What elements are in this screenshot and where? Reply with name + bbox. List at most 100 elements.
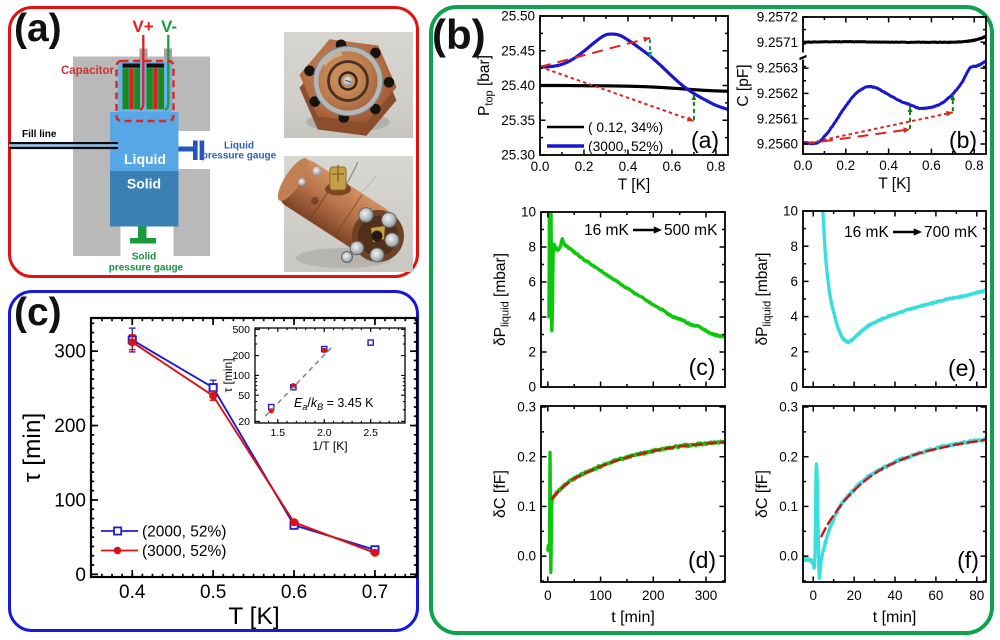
liquid-gauge-label: pressure gauge [202, 151, 277, 162]
series-curve [821, 211, 986, 345]
x-tick-label: 20 [847, 588, 862, 603]
y-tick-label: 0 [528, 380, 536, 395]
capacitor-outline [115, 59, 175, 123]
x-tick-label: 40 [887, 588, 902, 603]
y-tick-label: 8 [790, 239, 798, 254]
y-tick-label: 10 [521, 205, 536, 220]
y-axis-label: δPliquid [mbar] [492, 253, 511, 346]
subplot-letter: (c) [689, 354, 716, 380]
series-curve [803, 60, 986, 146]
legend-label: (3000, 52%) [142, 543, 226, 560]
solid-box [110, 171, 179, 227]
seam [334, 194, 363, 237]
y-tick-label: 25.45 [501, 43, 535, 58]
x-tick-label: 60 [928, 588, 943, 603]
solid-label: Solid [127, 176, 161, 192]
x-tick-label: 0.6 [663, 159, 682, 174]
y-tick-label: 20 [238, 416, 250, 428]
capacitor-plate-green [134, 68, 140, 110]
legend-label: (3000, 52%) [588, 139, 663, 154]
y-tick-label: 0 [75, 565, 86, 586]
x-tick-label: 0 [544, 588, 552, 603]
guide-dashed [539, 36, 651, 68]
liquid-gauge-label: Liquid [224, 141, 254, 152]
annotation-pre: 16 mK [844, 224, 889, 241]
y-tick-label: 0.0 [517, 549, 536, 564]
y-axis-label: C [pF] [735, 64, 752, 106]
panel-a-label: (a) [14, 7, 62, 50]
y-tick-label: 9.2561 [757, 111, 798, 126]
end-bolt [349, 240, 365, 256]
series-curve [820, 438, 986, 538]
x-tick-label: 0.2 [575, 159, 594, 174]
capacitor-plate-red [153, 68, 158, 110]
lug-bolt [298, 178, 306, 186]
center-port [371, 230, 383, 242]
cell-end-cap [277, 158, 309, 201]
steel-ring-edge [312, 45, 384, 117]
y-tick-label: 0.3 [779, 400, 798, 415]
x-tick-label: 0.5 [200, 582, 226, 603]
y-tick-label: 0.1 [517, 499, 536, 514]
y-axis-label: δC [fF] [754, 470, 771, 518]
marker-circle [290, 518, 299, 527]
capacitor-label: Capacitor [61, 65, 115, 77]
legend-label: ( 0.12, 34%) [588, 120, 663, 135]
arrow-head [903, 127, 911, 134]
y-tick-label: 300 [54, 342, 86, 363]
photo-capacitor-top [284, 32, 413, 138]
plot-inset: 1.5 2.0 2.5 20 50 100 200 500 1/T [K] τ [min] Ea/k… [221, 324, 406, 453]
capacitor-plate-red [129, 68, 134, 110]
fill-line-label: Fill line [22, 129, 57, 140]
v-minus-label: V- [161, 17, 177, 36]
v-minus-lead [164, 35, 170, 111]
series-curve [540, 32, 728, 111]
marker-circle [370, 548, 379, 557]
plot-e: 0 2 4 6 8 10 δPliquid [mbar] (e) 16 mK 700 mK [754, 204, 987, 395]
series-curve [540, 83, 728, 93]
solid-gauge-stem [138, 226, 147, 238]
body-spot [310, 196, 319, 205]
solid-gauge-label: Solid [132, 252, 156, 263]
x-axis-label: t [min] [873, 609, 917, 626]
y-tick-label: 9.2563 [757, 61, 798, 76]
x-tick-label: 2.5 [363, 427, 378, 439]
axis-break-mark [799, 54, 807, 60]
end-bolt [358, 207, 374, 223]
liquid-label: Liquid [124, 151, 166, 167]
y-tick-label: 9.2560 [757, 137, 798, 152]
subplot-letter: (d) [688, 547, 716, 573]
end-bolt [369, 247, 385, 263]
photo-cell-assembly [277, 156, 413, 272]
plot-c: 0 2 4 6 8 10 δPliquid [mbar] (c) 16 mK 500 mK [492, 205, 726, 395]
panel-b-label: (b) [432, 11, 486, 58]
axis-break-mark [799, 55, 807, 61]
y-tick-label: 0.2 [517, 449, 536, 464]
y-tick-label: 200 [232, 350, 250, 362]
y-tick-label: 10 [783, 204, 798, 219]
y-tick-label: 6 [528, 275, 536, 290]
x-tick-label: 200 [642, 588, 665, 603]
arrow-head [643, 36, 650, 43]
marker-circle [321, 347, 327, 353]
x-axis-label: t [min] [611, 609, 655, 626]
capacitor-cap [122, 63, 140, 68]
plot-tau: 0.4 0.5 0.6 0.7 0 100 200 300 T [K] τ [min] (2000,… [19, 316, 419, 630]
fill-line-pipe [9, 142, 118, 145]
solid-gauge-label: pressure gauge [109, 263, 184, 274]
lug-bolt [312, 166, 322, 176]
subplot-letter: (b) [949, 127, 977, 153]
y-tick-label: 0.0 [779, 549, 798, 564]
subplot-letter: (e) [948, 355, 976, 381]
annotation-pre: 16 mK [584, 222, 629, 239]
plot-ba: 0.0 0.2 0.4 0.6 0.8 25.30 25.35 25.40 25.45 25.50… [476, 9, 729, 194]
marker-circle [290, 382, 296, 389]
x-tick-label: 0 [809, 588, 817, 603]
series-line [131, 341, 376, 554]
groove-ring [327, 60, 369, 102]
y-tick-label: 25.30 [501, 148, 535, 163]
x-tick-label: 2.0 [317, 427, 332, 439]
y-tick-label: 8 [528, 240, 536, 255]
y-axis-label: τ [min] [221, 358, 235, 392]
